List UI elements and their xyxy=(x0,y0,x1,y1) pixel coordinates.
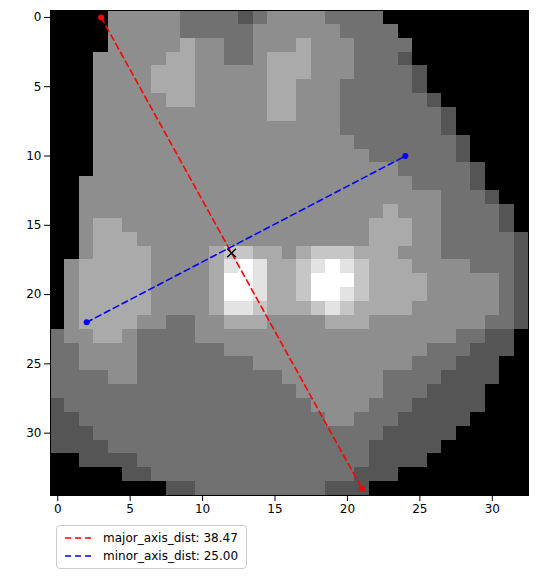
svg-text:25: 25 xyxy=(26,357,41,371)
svg-text:15: 15 xyxy=(26,218,41,232)
svg-text:10: 10 xyxy=(26,149,41,163)
svg-text:0: 0 xyxy=(54,502,62,516)
html-text:major_axis_dist: 38.47: major_axis_dist: 38.47 xyxy=(103,531,238,545)
svg-text:30: 30 xyxy=(26,426,41,440)
svg-text:25: 25 xyxy=(412,502,427,516)
svg-text:15: 15 xyxy=(267,502,282,516)
svg-text:10: 10 xyxy=(195,502,210,516)
svg-text:0: 0 xyxy=(34,10,42,24)
svg-text:5: 5 xyxy=(34,80,42,94)
svg-text:20: 20 xyxy=(340,502,355,516)
html-text:minor_axis_dist: 25.00: minor_axis_dist: 25.00 xyxy=(103,549,239,563)
svg-text:5: 5 xyxy=(126,502,134,516)
svg-text:20: 20 xyxy=(26,287,41,301)
svg-text:30: 30 xyxy=(485,502,500,516)
